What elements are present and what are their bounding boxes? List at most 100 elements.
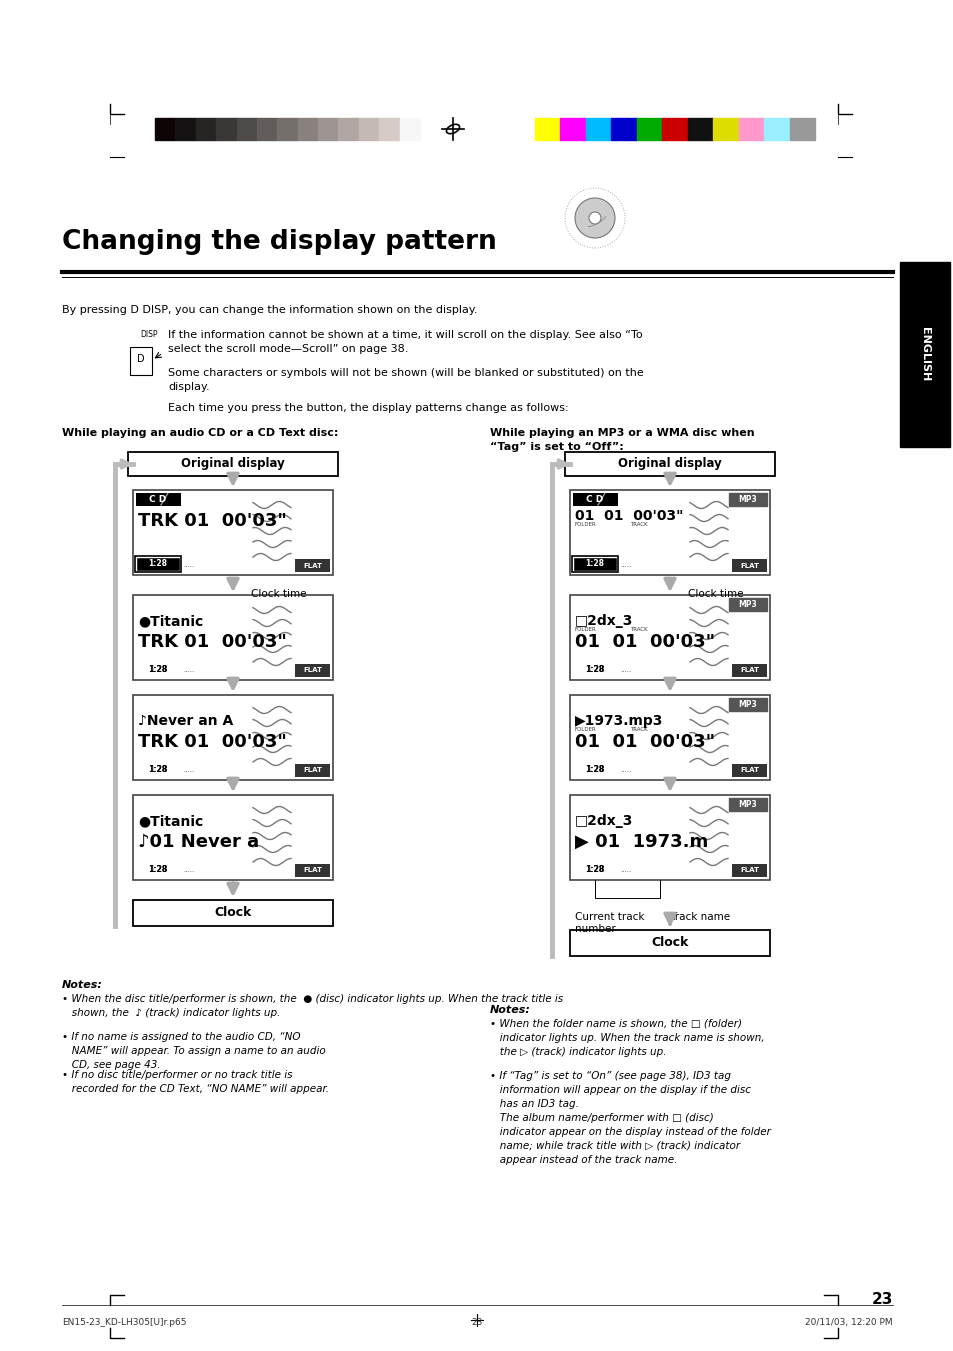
Text: Changing the display pattern: Changing the display pattern: [62, 230, 497, 255]
Bar: [569, 594, 769, 680]
Text: TRK 01  00'03": TRK 01 00'03": [138, 512, 287, 530]
Bar: [731, 865, 766, 877]
Text: Notes:: Notes:: [62, 979, 103, 990]
Text: 1:28: 1:28: [585, 665, 603, 674]
Text: ·····: ·····: [183, 769, 194, 775]
Text: Clock: Clock: [214, 907, 252, 920]
Text: D: D: [137, 354, 145, 363]
Bar: [216, 118, 236, 141]
Text: Each time you press the button, the display patterns change as follows:: Each time you press the button, the disp…: [168, 403, 568, 413]
Text: 1:28: 1:28: [585, 865, 604, 874]
Text: 1:28: 1:28: [585, 665, 604, 674]
Bar: [763, 118, 789, 141]
Bar: [738, 118, 763, 141]
Text: 1:28: 1:28: [149, 865, 167, 874]
Text: ●Titanic: ●Titanic: [138, 815, 203, 828]
Text: Some characters or symbols will not be shown (will be blanked or substituted) on: Some characters or symbols will not be s…: [168, 367, 643, 392]
Text: FLAT: FLAT: [740, 667, 759, 674]
Bar: [569, 490, 769, 576]
Bar: [136, 557, 180, 571]
Text: Clock: Clock: [651, 936, 688, 950]
Bar: [569, 794, 769, 880]
Bar: [132, 490, 333, 576]
Text: 1:28: 1:28: [149, 665, 168, 674]
Bar: [379, 118, 399, 141]
Text: By pressing D DISP, you can change the information shown on the display.: By pressing D DISP, you can change the i…: [62, 305, 477, 315]
Bar: [136, 493, 181, 507]
Bar: [358, 118, 379, 141]
Text: • When the disc title/performer is shown, the  ● (disc) indicator lights up. Whe: • When the disc title/performer is shown…: [62, 994, 562, 1019]
Text: 01  01  00'03": 01 01 00'03": [575, 634, 715, 651]
Text: ·····: ·····: [619, 669, 631, 676]
Text: 1:28: 1:28: [585, 765, 603, 774]
Text: FLAT: FLAT: [303, 767, 322, 774]
Bar: [728, 493, 766, 507]
Bar: [135, 557, 181, 571]
Text: FOLDER: FOLDER: [575, 727, 597, 732]
Bar: [277, 118, 297, 141]
Bar: [585, 118, 611, 141]
Text: TRACK: TRACK: [629, 521, 647, 527]
Text: C D: C D: [150, 494, 167, 504]
Text: 20/11/03, 12:20 PM: 20/11/03, 12:20 PM: [804, 1319, 892, 1327]
Text: 23: 23: [471, 1319, 482, 1327]
Text: Notes:: Notes:: [490, 1005, 530, 1015]
Bar: [236, 118, 256, 141]
Text: ·····: ·····: [183, 563, 194, 570]
Text: • If “Tag” is set to “On” (see page 38), ID3 tag
   information will appear on t: • If “Tag” is set to “On” (see page 38),…: [490, 1071, 770, 1165]
Bar: [713, 118, 738, 141]
Text: 1:28: 1:28: [149, 559, 168, 569]
Bar: [573, 557, 617, 571]
Bar: [731, 663, 766, 677]
Text: FLAT: FLAT: [303, 667, 322, 674]
Bar: [154, 118, 175, 141]
Bar: [731, 559, 766, 571]
Bar: [637, 118, 661, 141]
Bar: [399, 118, 419, 141]
Text: 1:28: 1:28: [149, 665, 167, 674]
Text: 1:28: 1:28: [585, 765, 604, 774]
Bar: [572, 557, 618, 571]
Text: Clock time: Clock time: [251, 589, 306, 598]
Bar: [294, 765, 330, 777]
Text: 01  01  00'03": 01 01 00'03": [575, 734, 715, 751]
Text: 01  01  00'03": 01 01 00'03": [575, 509, 682, 523]
Text: Track name: Track name: [669, 912, 729, 921]
Circle shape: [588, 212, 600, 224]
Text: 1:28: 1:28: [585, 559, 604, 569]
Text: FLAT: FLAT: [303, 562, 322, 569]
Text: ♪01 Never a: ♪01 Never a: [138, 834, 259, 851]
Bar: [569, 929, 769, 957]
Text: ▶ 01  1973.m: ▶ 01 1973.m: [575, 834, 707, 851]
Text: FLAT: FLAT: [740, 867, 759, 874]
Text: FOLDER: FOLDER: [575, 521, 597, 527]
Text: While playing an audio CD or a CD Text disc:: While playing an audio CD or a CD Text d…: [62, 428, 338, 438]
Bar: [128, 453, 337, 476]
Text: • When the folder name is shown, the □ (folder)
   indicator lights up. When the: • When the folder name is shown, the □ (…: [490, 1019, 763, 1056]
Text: While playing an MP3 or a WMA disc when: While playing an MP3 or a WMA disc when: [490, 428, 754, 438]
Bar: [569, 694, 769, 780]
Bar: [132, 794, 333, 880]
Text: TRK 01  00'03": TRK 01 00'03": [138, 634, 287, 651]
Bar: [130, 347, 152, 376]
Text: ●Titanic: ●Titanic: [138, 613, 203, 628]
Text: ENGLISH: ENGLISH: [919, 327, 929, 381]
Text: 1:28: 1:28: [149, 765, 168, 774]
Bar: [317, 118, 338, 141]
Bar: [535, 118, 559, 141]
Circle shape: [575, 199, 615, 238]
Text: ·····: ·····: [183, 869, 194, 875]
Text: ▶1973.mp3: ▶1973.mp3: [575, 713, 662, 728]
Text: EN15-23_KD-LH305[U]r.p65: EN15-23_KD-LH305[U]r.p65: [62, 1319, 186, 1327]
Text: ·····: ·····: [619, 869, 631, 875]
Bar: [294, 865, 330, 877]
Bar: [573, 493, 618, 507]
Text: FLAT: FLAT: [740, 562, 759, 569]
Text: TRK 01  00'03": TRK 01 00'03": [138, 734, 287, 751]
Bar: [297, 118, 317, 141]
Bar: [728, 598, 766, 611]
Text: 1:28: 1:28: [585, 865, 603, 874]
Text: ·····: ·····: [619, 563, 631, 570]
Text: MP3: MP3: [738, 800, 757, 809]
Text: ♪Never an A: ♪Never an A: [138, 713, 233, 728]
